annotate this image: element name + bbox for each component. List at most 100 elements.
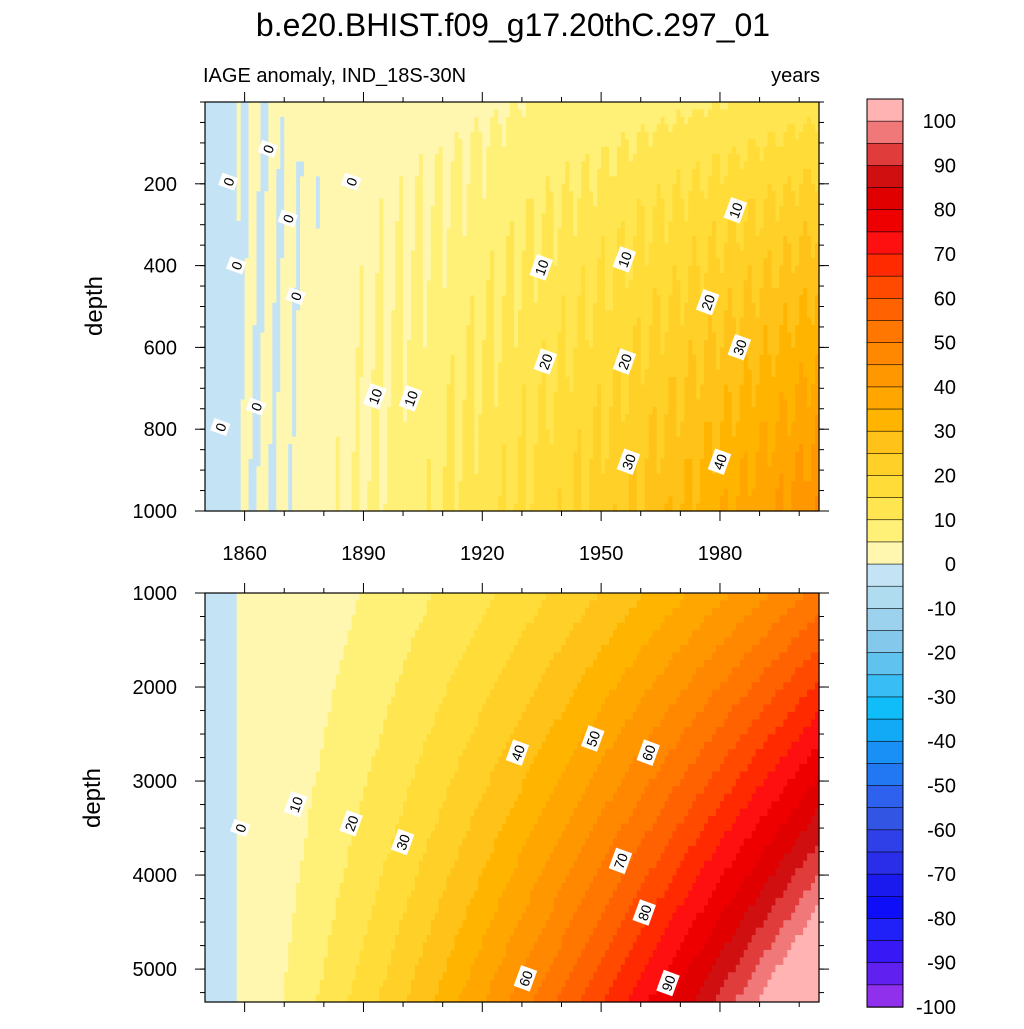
field-cell [304,421,309,430]
field-cell [407,183,412,192]
field-cell [470,102,475,111]
field-cell [248,228,254,237]
field-cell [557,109,563,118]
field-cell [525,414,531,423]
field-cell [407,458,412,467]
field-cell [537,325,543,334]
field-cell [284,392,289,401]
field-cell [212,250,218,259]
field-cell [553,302,559,311]
field-cell [220,302,226,311]
field-cell [466,369,472,378]
field-cell [387,481,392,490]
field-cell [422,362,428,371]
field-cell [307,317,313,326]
field-cell [482,183,487,192]
field-cell [304,116,309,125]
field-cell [525,102,531,111]
field-cell [335,228,341,237]
field-cell [371,273,376,282]
field-cell [470,273,475,282]
field-cell [343,146,349,155]
field-cell [395,287,400,296]
field-cell [272,250,277,259]
field-cell [264,421,269,430]
field-cell [434,250,440,259]
field-cell [347,228,353,237]
field-cell [494,406,499,415]
field-cell [335,183,341,192]
field-cell [510,273,515,282]
field-cell [383,258,388,267]
field-cell [343,503,349,512]
field-cell [407,444,412,453]
field-cell [391,235,396,244]
field-cell [343,124,349,133]
field-cell [379,168,384,177]
field-cell [510,176,515,185]
field-cell [407,377,412,386]
field-cell [248,339,254,348]
field-cell [513,287,519,296]
field-cell [494,325,499,334]
field-cell [525,481,531,490]
field-cell [470,206,475,215]
field-cell [458,198,464,207]
field-cell [216,339,222,348]
field-cell [553,503,559,512]
field-cell [486,369,491,378]
field-cell [335,429,341,438]
field-cell [498,488,503,497]
field-cell [478,154,483,163]
field-cell [244,466,250,475]
field-cell [454,310,460,319]
field-cell [462,168,468,177]
field-cell [315,243,321,252]
field-cell [323,265,329,274]
field-cell [296,220,301,230]
field-cell [395,213,400,222]
field-cell [391,302,396,311]
field-cell [442,362,448,371]
field-cell [292,258,297,267]
field-cell [553,168,559,177]
field-cell [379,429,384,438]
field-cell [426,458,432,467]
field-cell [355,206,361,215]
field-cell [260,488,266,497]
field-cell [521,354,527,363]
field-cell [490,429,495,438]
field-cell [240,287,246,296]
field-cell [430,354,436,363]
field-cell [387,154,392,163]
field-cell [359,325,365,334]
field-cell [549,198,555,207]
field-cell [252,235,258,244]
field-cell [486,317,491,326]
field-cell [300,384,305,393]
field-cell [410,332,416,341]
field-cell [220,392,226,401]
field-cell [410,488,416,497]
field-cell [323,243,329,252]
field-cell [430,488,436,497]
field-cell [379,451,384,460]
field-cell [474,444,479,453]
field-cell [510,451,515,460]
field-cell [387,317,392,326]
field-cell [418,451,424,460]
field-cell [561,235,567,244]
field-cell [438,354,444,363]
field-cell [438,496,444,505]
field-cell [450,258,456,267]
field-cell [442,444,448,453]
field-cell [351,191,357,200]
field-cell [260,250,266,259]
field-cell [525,354,531,363]
field-cell [359,458,365,467]
field-cell [339,310,345,319]
field-cell [482,161,487,170]
field-cell [260,392,266,401]
field-cell [502,325,507,334]
field-cell [399,444,404,453]
